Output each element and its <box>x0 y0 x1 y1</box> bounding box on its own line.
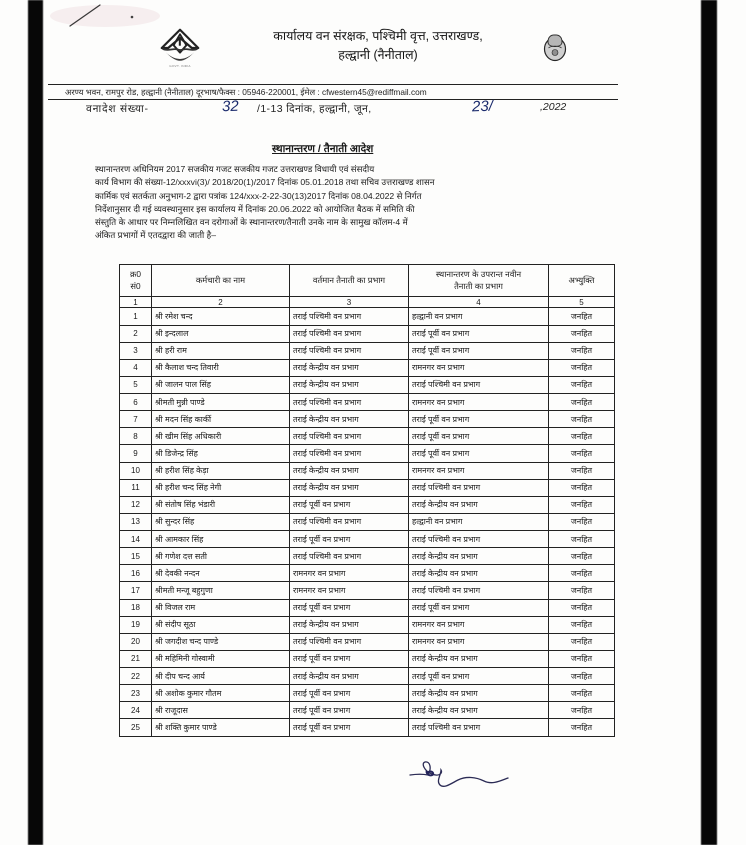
svg-text:GOVT. INDIA: GOVT. INDIA <box>169 64 191 68</box>
